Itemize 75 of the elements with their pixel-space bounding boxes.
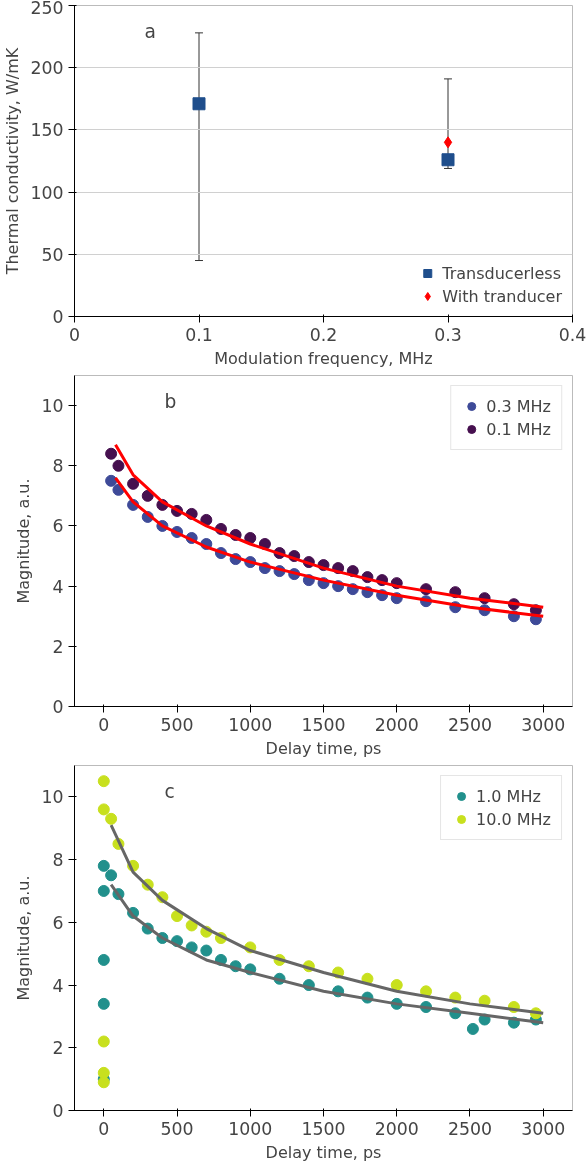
- y-tick-label: 200: [30, 58, 64, 79]
- y-tick-label: 250: [30, 0, 64, 18]
- x-tick-label: 0.1: [185, 324, 213, 345]
- point: [244, 532, 257, 544]
- point: [97, 997, 110, 1010]
- legend-label: With tranducer: [442, 286, 562, 306]
- point: [105, 474, 118, 487]
- point: [97, 1066, 110, 1079]
- y-axis-title: Magnitude, a.u.: [14, 875, 34, 1001]
- y-tick-label: 2: [52, 1038, 64, 1059]
- annotation: a: [144, 20, 156, 42]
- legend-label: 1.0 MHz: [476, 786, 541, 806]
- point: [200, 944, 213, 957]
- y-tick-label: 50: [41, 244, 64, 265]
- x-tick-label: 0: [98, 714, 110, 735]
- point: [112, 459, 125, 472]
- x-tick-label: 500: [160, 1118, 194, 1139]
- point: [97, 884, 110, 897]
- x-tick-label: 0: [98, 1118, 110, 1139]
- y-tick-label: 4: [52, 576, 64, 597]
- y-axis-title: Thermal conductivity, W/mK: [3, 47, 23, 276]
- point: [97, 803, 110, 816]
- legend-label: 0.1 MHz: [486, 419, 551, 439]
- y-tick-label: 6: [52, 912, 64, 933]
- point: [97, 1035, 110, 1048]
- y-tick-label: 6: [52, 516, 64, 537]
- y-tick-label: 150: [30, 120, 64, 141]
- point: [192, 97, 206, 111]
- point: [105, 447, 118, 460]
- x-tick-label: 1500: [301, 714, 346, 735]
- legend-label: Transducerless: [442, 263, 562, 283]
- point: [97, 859, 110, 872]
- x-axis-title: Modulation frequency, MHz: [214, 348, 433, 368]
- x-tick-label: 2500: [447, 1118, 493, 1139]
- x-tick-label: 3000: [521, 714, 566, 735]
- point: [443, 136, 453, 149]
- x-tick-label: 0.3: [434, 324, 462, 345]
- point: [466, 1022, 479, 1035]
- x-tick-label: 2000: [374, 714, 419, 735]
- x-tick-label: 0.4: [558, 324, 587, 345]
- y-tick-label: 0: [52, 307, 64, 327]
- y-tick-label: 8: [52, 456, 64, 477]
- y-tick-label: 0: [52, 697, 64, 717]
- y-tick-label: 10: [41, 396, 64, 417]
- point: [97, 953, 110, 966]
- x-tick-label: 1000: [228, 714, 273, 735]
- point: [127, 477, 140, 490]
- x-tick-label: 3000: [521, 1118, 566, 1139]
- y-tick-label: 2: [52, 636, 64, 657]
- annotation: b: [164, 390, 177, 412]
- point: [171, 910, 184, 923]
- y-tick-label: 4: [52, 975, 64, 996]
- y-tick-label: 8: [52, 850, 64, 871]
- annotation: c: [164, 780, 175, 802]
- y-tick-label: 10: [41, 787, 64, 808]
- x-tick-label: 500: [160, 714, 194, 735]
- x-tick-label: 0: [68, 324, 81, 345]
- y-tick-label: 0: [52, 1101, 64, 1121]
- point: [105, 869, 118, 882]
- point: [185, 919, 198, 932]
- y-tick-label: 100: [30, 182, 64, 203]
- point: [390, 979, 403, 992]
- point: [105, 812, 118, 825]
- legend-label: 10.0 MHz: [476, 809, 551, 829]
- x-axis-title: Delay time, ps: [265, 1142, 382, 1162]
- x-tick-label: 1000: [228, 1118, 273, 1139]
- x-tick-label: 2000: [374, 1118, 419, 1139]
- legend-label: 0.3 MHz: [486, 396, 551, 416]
- x-tick-label: 0.2: [309, 324, 338, 345]
- point: [97, 775, 110, 788]
- x-tick-label: 1500: [301, 1118, 346, 1139]
- x-tick-label: 2500: [447, 714, 493, 735]
- y-axis-title: Magnitude, a.u.: [14, 478, 34, 604]
- x-axis-title: Delay time, ps: [265, 738, 382, 758]
- point: [141, 489, 154, 502]
